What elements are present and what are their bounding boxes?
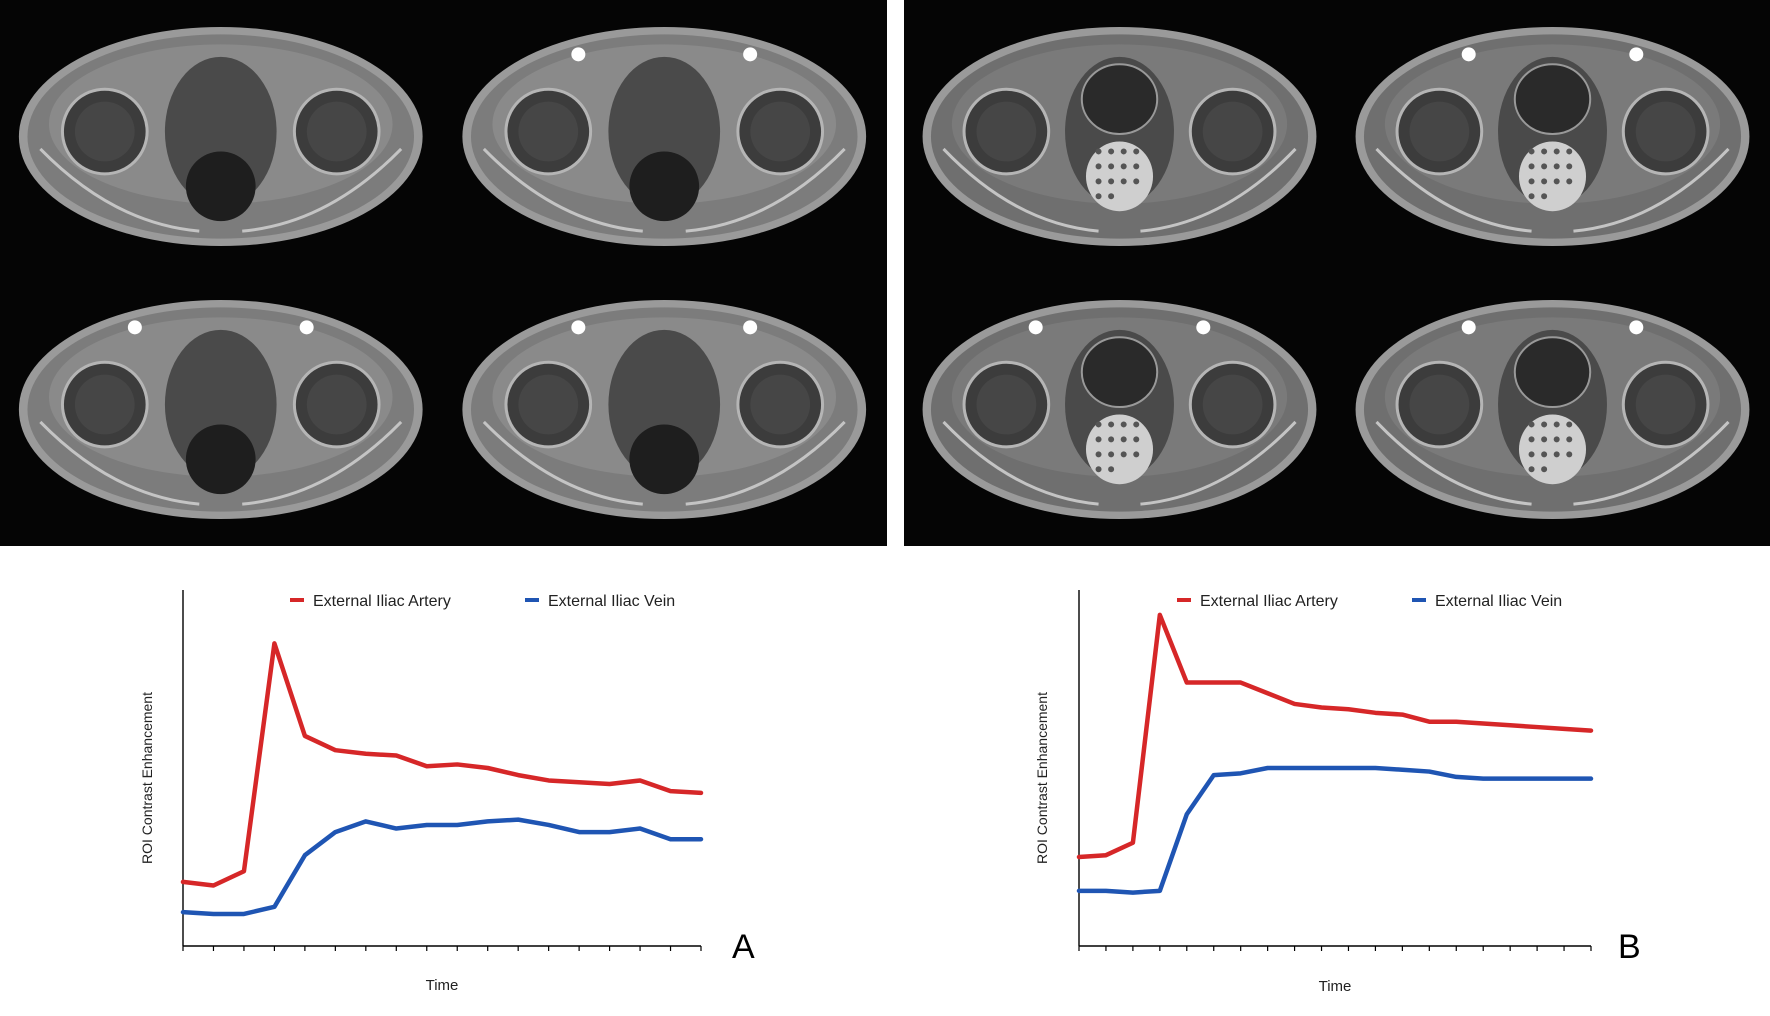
panel-letter-b: B (1618, 928, 1641, 966)
mri-slice (922, 26, 1317, 247)
enhancing-vessel-icon (1028, 320, 1043, 335)
x-axis-label: Time (1319, 978, 1352, 995)
mri-slice (1355, 26, 1750, 247)
line-chart-b: External Iliac Artery External Iliac Vein… (1034, 590, 1594, 995)
enhancing-vessel-icon (299, 320, 314, 335)
mri-image-panel-b (904, 0, 1770, 546)
mri-slice (18, 299, 423, 520)
legend-label: External Iliac Artery (1200, 593, 1338, 610)
enhancing-vessel-icon (1629, 47, 1644, 62)
enhancing-vessel-icon (571, 47, 586, 62)
y-axis-label: ROI Contrast Enhancement (139, 692, 155, 864)
mri-slice (462, 299, 867, 520)
mri-slice (922, 299, 1317, 520)
enhancing-vessel-icon (1461, 320, 1476, 335)
legend-label: External Iliac Vein (548, 593, 675, 610)
enhancing-vessel-icon (1629, 320, 1644, 335)
mri-slice (462, 26, 867, 247)
mri-slice (18, 26, 423, 247)
panel-letter-a: A (732, 928, 755, 966)
mri-grid-a (18, 26, 867, 520)
mri-image-panel-a (0, 0, 887, 546)
series-line-artery (180, 641, 704, 888)
series-line-vein (1076, 765, 1594, 895)
x-axis-label: Time (426, 977, 459, 994)
enhancing-vessel-icon (743, 320, 758, 335)
line-chart-a: External Iliac Artery External Iliac Vein… (139, 590, 704, 994)
series-line-artery (1076, 612, 1594, 860)
mri-slice (1355, 299, 1750, 520)
legend-label: External Iliac Artery (313, 593, 451, 610)
enhancing-vessel-icon (743, 47, 758, 62)
enhancing-vessel-icon (127, 320, 142, 335)
y-axis-label: ROI Contrast Enhancement (1034, 692, 1050, 864)
enhancing-vessel-icon (571, 320, 586, 335)
series-line-vein (180, 817, 704, 917)
enhancing-vessel-icon (1196, 320, 1211, 335)
enhancing-vessel-icon (1461, 47, 1476, 62)
mri-grid-b (922, 26, 1750, 520)
legend-label: External Iliac Vein (1435, 593, 1562, 610)
